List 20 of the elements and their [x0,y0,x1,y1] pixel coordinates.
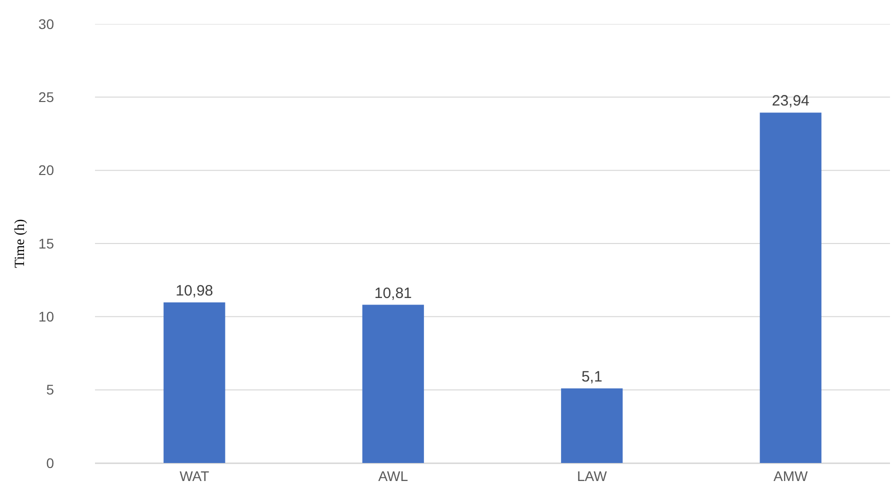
data-label: 10,81 [374,284,412,302]
y-tick-label: 10 [38,308,54,325]
x-tick-label: AWL [378,468,408,484]
bar [362,304,424,463]
y-tick-label: 25 [38,89,54,106]
data-label: 5,1 [581,368,602,386]
x-tick-label: LAW [576,468,608,484]
y-axis-title: Time (h) [13,218,28,268]
bar [760,112,822,463]
bar [164,302,226,463]
x-tick-label: AMW [774,468,809,484]
y-tick-label: 0 [46,454,54,471]
y-tick-label: 15 [38,235,54,252]
data-label: 10,98 [176,282,214,300]
data-label: 23,94 [772,92,810,110]
x-tick-label: WAT [180,468,210,484]
y-tick-label: 5 [46,382,54,398]
y-tick-label: 20 [38,162,54,178]
bar [561,388,623,463]
y-tick-label: 30 [38,16,54,32]
